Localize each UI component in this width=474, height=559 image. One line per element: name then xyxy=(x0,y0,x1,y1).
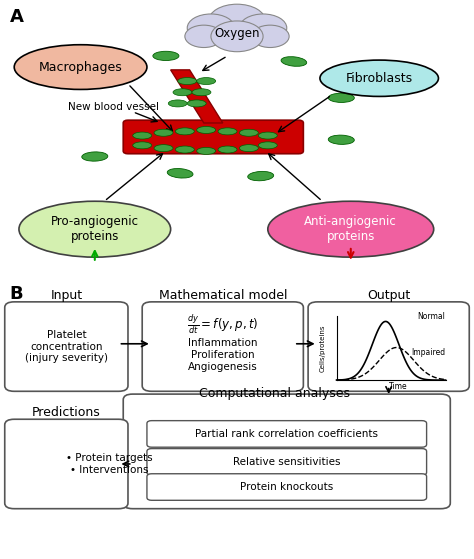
FancyBboxPatch shape xyxy=(5,302,128,391)
Ellipse shape xyxy=(192,89,211,96)
FancyBboxPatch shape xyxy=(147,448,427,475)
Text: $\frac{dy}{dt} = f(y,p,t)$: $\frac{dy}{dt} = f(y,p,t)$ xyxy=(187,312,258,336)
Text: New blood vessel: New blood vessel xyxy=(68,102,159,112)
Ellipse shape xyxy=(167,168,193,178)
Circle shape xyxy=(187,14,235,42)
Text: Time: Time xyxy=(389,381,408,391)
Text: Oxygen: Oxygen xyxy=(214,27,260,40)
Circle shape xyxy=(209,4,265,37)
FancyBboxPatch shape xyxy=(147,474,427,500)
Ellipse shape xyxy=(239,145,258,151)
Ellipse shape xyxy=(19,201,171,257)
Ellipse shape xyxy=(328,93,354,103)
Ellipse shape xyxy=(173,89,192,96)
Text: A: A xyxy=(9,8,23,26)
Text: Impaired: Impaired xyxy=(411,348,446,357)
Ellipse shape xyxy=(218,146,237,153)
Text: Mathematical model: Mathematical model xyxy=(158,289,287,302)
Ellipse shape xyxy=(197,126,216,134)
Text: • Protein targets
• Interventions: • Protein targets • Interventions xyxy=(66,453,153,475)
Ellipse shape xyxy=(258,142,277,149)
Ellipse shape xyxy=(187,100,206,107)
Ellipse shape xyxy=(153,51,179,60)
Text: Input: Input xyxy=(50,289,82,302)
FancyBboxPatch shape xyxy=(123,120,303,154)
Text: Relative sensitivities: Relative sensitivities xyxy=(233,457,340,467)
Text: Protein knockouts: Protein knockouts xyxy=(240,482,333,492)
Ellipse shape xyxy=(175,146,194,153)
Text: Platelet
concentration
(injury severity): Platelet concentration (injury severity) xyxy=(25,330,108,363)
Text: B: B xyxy=(9,285,23,303)
Ellipse shape xyxy=(133,142,152,149)
Polygon shape xyxy=(171,70,223,123)
Ellipse shape xyxy=(175,128,194,135)
Ellipse shape xyxy=(248,171,273,181)
Ellipse shape xyxy=(281,57,307,66)
Text: Fibroblasts: Fibroblasts xyxy=(346,72,413,85)
FancyBboxPatch shape xyxy=(5,419,128,509)
Ellipse shape xyxy=(133,132,152,139)
FancyBboxPatch shape xyxy=(147,420,427,447)
FancyBboxPatch shape xyxy=(308,302,469,391)
Ellipse shape xyxy=(197,148,216,154)
Ellipse shape xyxy=(328,135,354,144)
Text: Computational analyses: Computational analyses xyxy=(200,387,350,400)
Circle shape xyxy=(185,25,223,48)
Ellipse shape xyxy=(197,78,216,84)
Text: Inflammation
Proliferation
Angiogenesis: Inflammation Proliferation Angiogenesis xyxy=(188,338,258,372)
Ellipse shape xyxy=(178,78,197,84)
Text: Macrophages: Macrophages xyxy=(39,60,122,74)
Text: Output: Output xyxy=(367,289,410,302)
Ellipse shape xyxy=(258,132,277,139)
Ellipse shape xyxy=(239,129,258,136)
Text: Cells/proteins: Cells/proteins xyxy=(319,324,325,372)
Text: Normal: Normal xyxy=(418,311,446,321)
Ellipse shape xyxy=(14,45,147,89)
Ellipse shape xyxy=(154,145,173,151)
Ellipse shape xyxy=(91,74,117,83)
Ellipse shape xyxy=(82,151,108,162)
Text: Predictions: Predictions xyxy=(32,406,101,419)
Ellipse shape xyxy=(218,128,237,135)
Circle shape xyxy=(211,21,263,52)
Text: Partial rank correlation coefficients: Partial rank correlation coefficients xyxy=(195,429,378,439)
Circle shape xyxy=(239,14,287,42)
Ellipse shape xyxy=(320,60,438,96)
Text: Anti-angiogenic
proteins: Anti-angiogenic proteins xyxy=(304,215,397,243)
Ellipse shape xyxy=(168,100,187,107)
FancyBboxPatch shape xyxy=(142,302,303,391)
Text: Pro-angiogenic
proteins: Pro-angiogenic proteins xyxy=(51,215,139,243)
Ellipse shape xyxy=(154,129,173,136)
FancyBboxPatch shape xyxy=(123,394,450,509)
Circle shape xyxy=(251,25,289,48)
Ellipse shape xyxy=(268,201,434,257)
